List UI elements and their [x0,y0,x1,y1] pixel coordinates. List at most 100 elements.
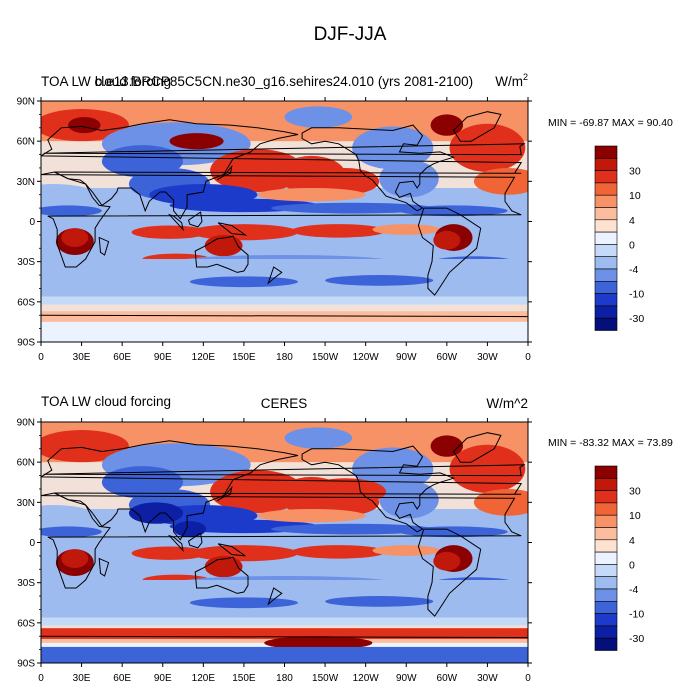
coastline [41,171,522,268]
coastline [167,534,184,553]
lon-label: 120E [192,673,216,684]
colorbar-label: 10 [629,510,641,522]
coastline [187,532,203,549]
contour-region [352,447,434,491]
lat-label: 60N [17,458,35,469]
panel-obs-center-title: CERES [261,396,308,411]
coastline [452,111,502,142]
colorbar-label: 30 [629,166,641,178]
contour-region [128,502,184,524]
panel-model-center-title: b.e13.BRCP85C5CN.ne30_g16.sehires24.010 … [95,74,473,89]
contour-region [131,546,208,560]
model-min-max-stats: MIN = -69.87 MAX = 90.40 [548,117,673,129]
colorbar-label: 4 [629,215,635,227]
contour-region [61,228,89,247]
lon-label: 150E [232,352,256,363]
panel-model: TOA LW cloud forcing b.e13.BRCP85C5CN.ne… [17,72,673,363]
contour-region [257,509,366,523]
lat-label: 90S [17,338,35,349]
coastline [194,235,249,273]
coastline [98,236,110,256]
colorbar-bin [594,539,618,553]
colorbar-bin [594,588,618,602]
contour-region [379,159,439,198]
contour-band [41,311,528,322]
colorbar-label: 10 [629,190,641,202]
coastline [167,213,184,232]
coastline [41,119,523,220]
contour-region [311,167,380,195]
contour-region [449,123,526,172]
coastline [41,440,523,541]
colorbar-label: -4 [629,264,638,276]
contour-region [41,526,102,538]
colorbar-bin [594,551,618,565]
coastline [267,266,283,285]
colorbar-bin [594,207,618,221]
contour-region [284,106,353,128]
lon-label: 0 [38,673,44,684]
lon-label: 0 [525,352,531,363]
coastline [187,211,203,228]
lon-label: 0 [38,352,44,363]
coastline [301,124,456,212]
obs-coastlines [41,432,528,639]
colorbar-bin [594,514,618,528]
colorbar-bin [594,244,618,257]
coastline [217,543,246,557]
colorbar-bin [594,317,618,331]
lon-label: 30W [477,673,498,684]
contour-region [433,551,461,571]
contour-region [173,521,207,538]
panel-model-left-title: TOA LW cloud forcing [41,74,171,89]
colorbar-label: 30 [629,486,641,498]
lon-label: 0 [525,673,531,684]
colorbar-bin [594,293,618,307]
contour-region [372,224,441,235]
coastline [41,492,522,589]
coastline [194,556,249,594]
colorbar-label: 0 [629,559,635,571]
obs-colorbar: 30 10 4 0 -4 -10 -30 [594,465,644,651]
lon-label: 30E [73,352,91,363]
contour-region [430,435,464,457]
contour-region [284,427,353,449]
contour-region [291,545,386,559]
coastline [267,587,283,606]
colorbar-bin [594,465,618,479]
lat-label: 60S [17,297,35,308]
contour-region [169,133,224,150]
contour-region [41,430,129,463]
colorbar-bin [594,527,618,541]
lat-label: 0 [29,538,35,549]
contour-region [325,596,434,607]
contour-region [372,545,441,556]
contour-region [61,549,89,568]
contour-region [270,523,434,535]
contour-region [449,444,526,493]
colorbar-label: -30 [629,633,644,645]
lon-label: 90E [154,352,172,363]
contour-region [41,205,102,217]
lon-label: 150E [232,673,256,684]
obs-field-map [41,422,528,663]
contour-region [473,488,528,516]
colorbar-bin [594,576,618,590]
figure-title: DJF-JJA [314,24,387,45]
colorbar-label: -4 [629,584,638,596]
contour-band [41,321,528,342]
colorbar-bin [594,613,618,627]
contour-region [41,184,96,206]
coastline [417,528,482,617]
coastline [452,432,502,463]
lon-label: 90W [396,352,417,363]
colorbar-bin [594,637,618,651]
contour-region [257,188,366,202]
model-field-map [41,101,528,342]
colorbar-bin [594,194,618,208]
lat-label: 30S [17,257,35,268]
panel-obs-units: W/m^2 [486,396,528,411]
contour-region [473,167,528,195]
